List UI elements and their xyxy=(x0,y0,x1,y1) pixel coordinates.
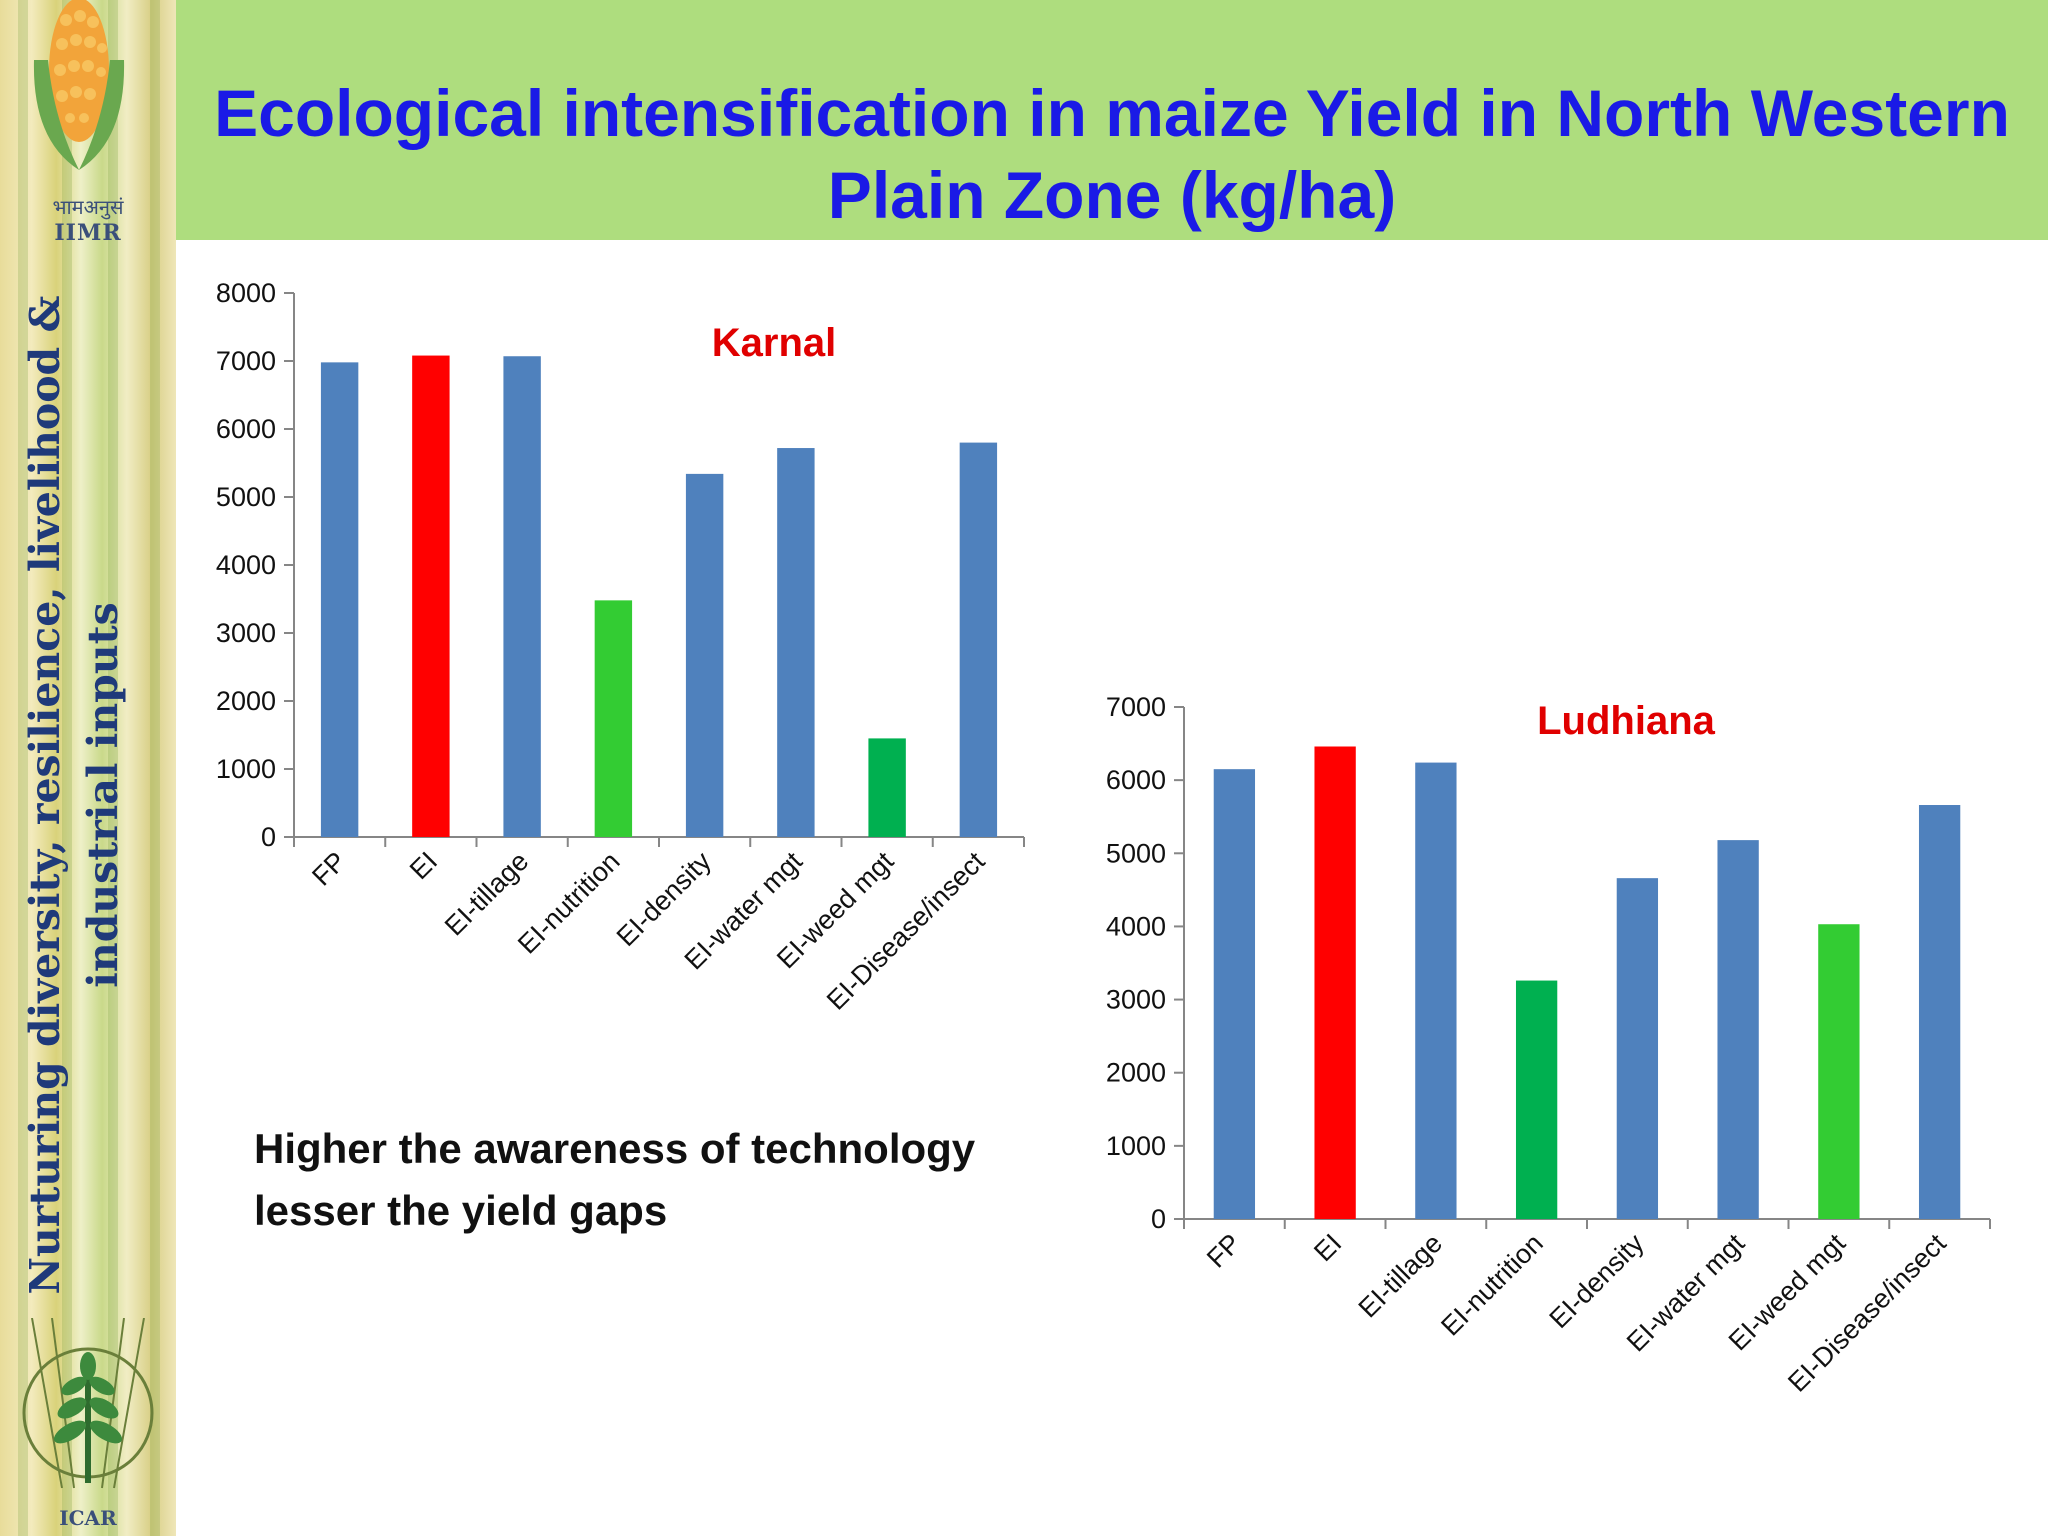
icar-logo xyxy=(22,1318,154,1489)
karnal-y-tick-label: 8000 xyxy=(216,278,276,308)
karnal-bar-ei xyxy=(412,355,450,837)
ludhiana-bar-ei-weed-mgt xyxy=(1818,924,1860,1219)
iimr-hindi-label: भामअनुसं xyxy=(52,197,124,219)
iimr-logo xyxy=(33,0,125,170)
karnal-bar-ei-disease-insect xyxy=(959,442,998,837)
ludhiana-y-tick-label: 7000 xyxy=(1106,692,1166,722)
ludhiana-bar-ei xyxy=(1314,746,1356,1219)
karnal-y-tick-label: 3000 xyxy=(216,618,276,648)
ludhiana-bar-ei-density xyxy=(1616,878,1659,1219)
karnal-y-tick-label: 0 xyxy=(261,822,276,852)
icar-label: ICAR xyxy=(59,1506,117,1530)
ludhiana-y-tick-label: 4000 xyxy=(1106,911,1166,941)
ludhiana-x-tick-label: EI-nutrition xyxy=(1435,1228,1549,1342)
karnal-x-tick-label: EI-tillage xyxy=(439,846,534,941)
ludhiana-bar-ei-nutrition xyxy=(1515,980,1558,1219)
karnal-y-tick-label: 2000 xyxy=(216,686,276,716)
ludhiana-bar-ei-water-mgt xyxy=(1717,840,1759,1219)
ludhiana-x-tick-label: EI-tillage xyxy=(1353,1228,1448,1323)
ludhiana-y-tick-label: 1000 xyxy=(1106,1131,1166,1161)
summary-note: Higher the awareness of technology lesse… xyxy=(254,1125,976,1234)
ludhiana-x-tick-label: EI xyxy=(1308,1228,1347,1267)
ludhiana-y-tick-label: 5000 xyxy=(1106,838,1166,868)
ludhiana-bar-fp xyxy=(1213,769,1256,1219)
ludhiana-y-tick-label: 0 xyxy=(1151,1204,1166,1234)
tagline: Nurturing diversity, resilience, livelih… xyxy=(21,295,127,1295)
ludhiana-y-tick-label: 3000 xyxy=(1106,985,1166,1015)
karnal-y-tick-label: 5000 xyxy=(216,482,276,512)
ludhiana-x-tick-label: FP xyxy=(1201,1228,1247,1274)
karnal-y-tick-label: 6000 xyxy=(216,414,276,444)
karnal-bar-fp xyxy=(320,362,359,837)
ludhiana-y-tick-label: 2000 xyxy=(1106,1058,1166,1088)
ludhiana-chart-title: Ludhiana xyxy=(1537,699,1716,743)
karnal-bar-ei-density xyxy=(685,473,724,837)
slide-title: Ecological intensification in maize Yiel… xyxy=(214,76,2010,232)
iimr-label: IIMR xyxy=(54,220,122,246)
karnal-y-tick-label: 7000 xyxy=(216,346,276,376)
ludhiana-bar-ei-disease-insect xyxy=(1918,805,1961,1219)
karnal-y-tick-label: 4000 xyxy=(216,550,276,580)
karnal-x-tick-label: EI-Disease/insect xyxy=(821,846,991,1016)
karnal-bar-ei-tillage xyxy=(503,356,541,837)
ludhiana-bar-ei-tillage xyxy=(1415,762,1457,1219)
karnal-x-tick-label: FP xyxy=(306,846,352,892)
karnal-bar-ei-weed-mgt xyxy=(868,738,906,837)
title-banner xyxy=(176,0,2048,240)
karnal-bar-ei-nutrition xyxy=(594,600,633,837)
karnal-y-tick-label: 1000 xyxy=(216,754,276,784)
karnal-bar-ei-water-mgt xyxy=(777,448,815,837)
ludhiana-bar-chart: 0 1000 2000 3000 4000 5000 6000 7000 FP EI EI-till… xyxy=(1106,692,1991,1398)
ludhiana-x-tick-label: EI-density xyxy=(1544,1228,1650,1334)
karnal-x-tick-label: EI xyxy=(404,846,443,885)
sidebar-banner: भामअनुसं IIMR Nurturing diversity, resil… xyxy=(0,0,176,1536)
karnal-chart-title: Karnal xyxy=(712,321,837,365)
ludhiana-y-tick-label: 6000 xyxy=(1106,765,1166,795)
